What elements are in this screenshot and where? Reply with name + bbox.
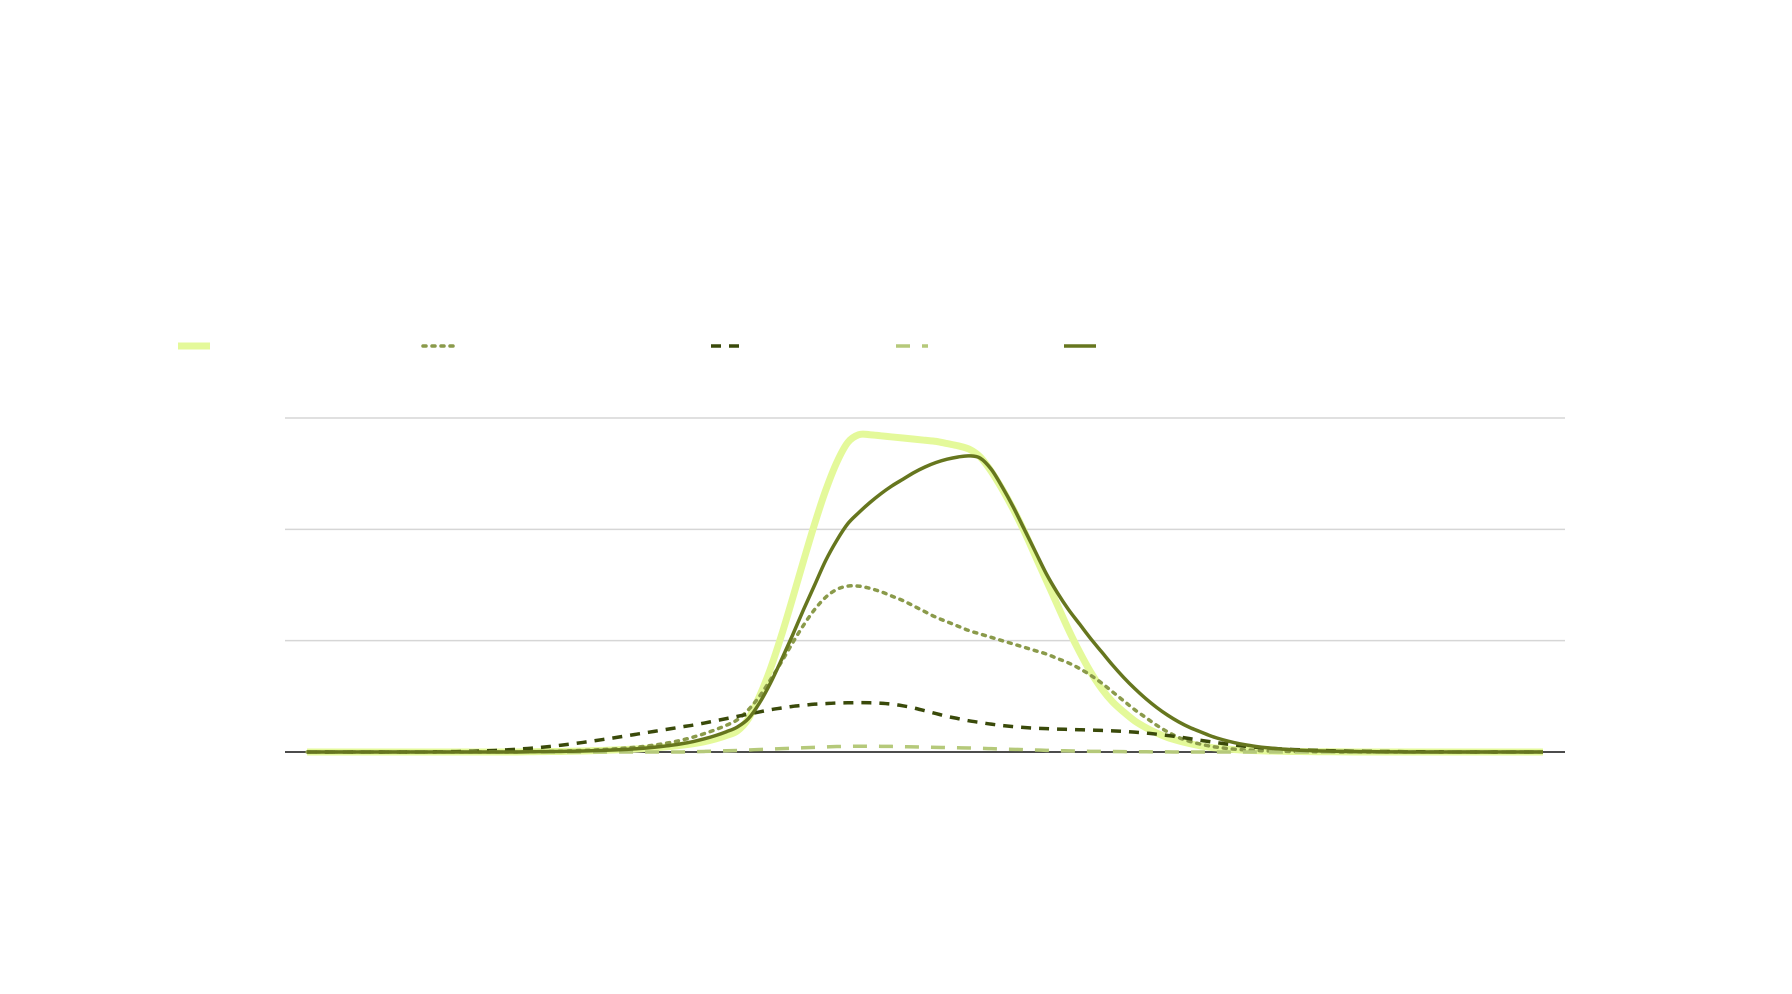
series-line-1 [307,430,1543,756]
series-line-2 [305,584,1545,754]
gridlines [285,417,1565,642]
series-line-5 [307,454,1543,754]
series-layer [305,430,1545,756]
series-line-3 [307,700,1543,754]
